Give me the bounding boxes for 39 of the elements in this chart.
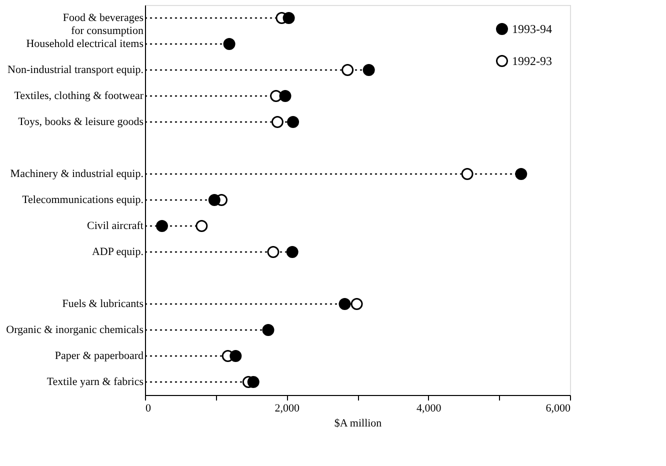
point [262, 324, 274, 336]
point [362, 64, 375, 76]
point [338, 298, 351, 310]
y-tick-label: Telecommunications equip. [22, 194, 144, 206]
x-axis-title: $A million [334, 418, 382, 430]
point [208, 194, 220, 206]
point [286, 246, 298, 258]
x-tick-label: 2,000 [274, 402, 300, 414]
point [271, 116, 284, 128]
point [223, 38, 236, 50]
point [282, 12, 295, 24]
point [230, 350, 242, 362]
point [196, 220, 208, 232]
y-tick-label: Textile yarn & fabrics [46, 376, 144, 388]
y-tick-label: Machinery & industrial equip. [10, 168, 144, 180]
legend-label: 1993-94 [512, 22, 552, 36]
point [279, 90, 292, 102]
point [515, 168, 528, 180]
point [342, 64, 354, 76]
y-tick-label: Food & beverages for consumption [62, 12, 144, 37]
y-tick-label: Non-industrial transport equip. [8, 64, 144, 76]
y-tick-label: Paper & paperboard [54, 350, 144, 362]
y-tick-label: Toys, books & leisure goods [18, 116, 144, 128]
x-tick-label: 0 [146, 402, 152, 414]
point [267, 246, 280, 258]
point [350, 298, 363, 310]
x-tick-label: 4,000 [416, 402, 442, 414]
point [156, 220, 168, 232]
y-tick-label: ADP equip. [92, 246, 144, 258]
legend-label: 1992-93 [512, 54, 552, 68]
point [287, 116, 300, 128]
x-tick-label: 6,000 [546, 402, 571, 414]
y-tick-label: Fuels & lubricants [62, 298, 144, 310]
y-tick-label: Organic & inorganic chemicals [6, 324, 144, 336]
point [461, 168, 474, 180]
y-tick-label: Civil aircraft [86, 220, 144, 232]
point [247, 376, 260, 388]
y-tick-label: Household electrical items [26, 38, 144, 50]
y-tick-label: Textiles, clothing & footwear [14, 90, 144, 102]
